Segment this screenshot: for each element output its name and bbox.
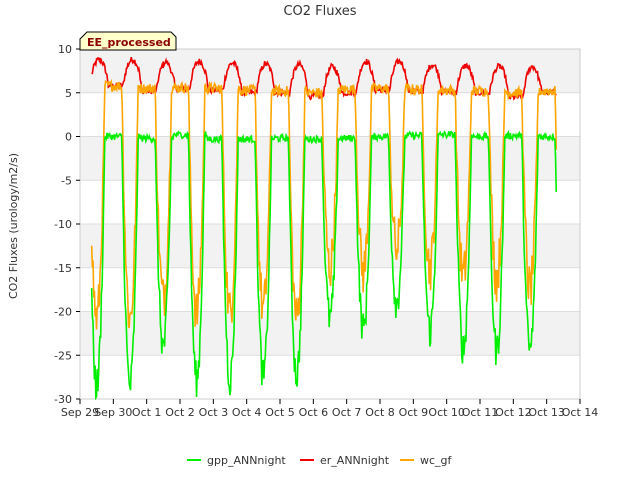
y-tick-label: -15: [54, 262, 72, 275]
series-wc-gf-line: [90, 78, 558, 330]
grid-band: [80, 224, 580, 268]
y-tick-label: 5: [65, 87, 72, 100]
y-tick-label: -5: [61, 174, 72, 187]
x-tick-label: Oct 11: [462, 406, 499, 419]
x-tick-label: Oct 2: [165, 406, 195, 419]
x-tick-label: Oct 5: [265, 406, 295, 419]
badge-shape: [79, 31, 177, 51]
y-tick-label: 10: [58, 43, 72, 56]
x-tick-label: Sep 29: [61, 406, 99, 419]
processing-badge: EE_processed: [87, 36, 171, 49]
x-tick-label: Oct 3: [199, 406, 229, 419]
x-tick-label: Oct 12: [495, 406, 532, 419]
y-axis-ticks: 10 5 0 -5 -10 -15 -20 -25 -30: [54, 43, 80, 406]
x-tick-label: Oct 13: [528, 406, 565, 419]
legend-label: er_ANNnight: [320, 454, 390, 467]
legend-label: wc_gf: [420, 454, 453, 467]
y-tick-label: 0: [65, 131, 72, 144]
x-tick-label: Oct 7: [332, 406, 362, 419]
x-tick-label: Sep 30: [94, 406, 132, 419]
grid-band: [80, 136, 580, 181]
y-tick-label: -20: [54, 306, 72, 319]
badge-group: EE_processed: [79, 31, 177, 51]
x-tick-label: Oct 10: [428, 406, 465, 419]
x-tick-label: Oct 6: [299, 406, 329, 419]
x-tick-label: Oct 1: [132, 406, 162, 419]
x-tick-label: Oct 4: [232, 406, 262, 419]
series-lines: [90, 56, 558, 401]
x-tick-label: Oct 9: [399, 406, 429, 419]
x-tick-label: Oct 8: [365, 406, 395, 419]
x-tick-label: Oct 14: [562, 406, 599, 419]
legend-label: gpp_ANNnight: [207, 454, 286, 467]
y-tick-label: -25: [54, 349, 72, 362]
legend: gpp_ANNnight er_ANNnight wc_gf: [187, 454, 453, 467]
series-gpp-annnight-line: [90, 130, 558, 401]
y-tick-label: -10: [54, 218, 72, 231]
chart-title: CO2 Fluxes: [283, 4, 356, 19]
y-tick-label: -30: [54, 393, 72, 406]
series-er-annnight-line: [91, 56, 557, 101]
y-axis-label: CO2 Fluxes (urology/m2/s): [7, 153, 20, 299]
